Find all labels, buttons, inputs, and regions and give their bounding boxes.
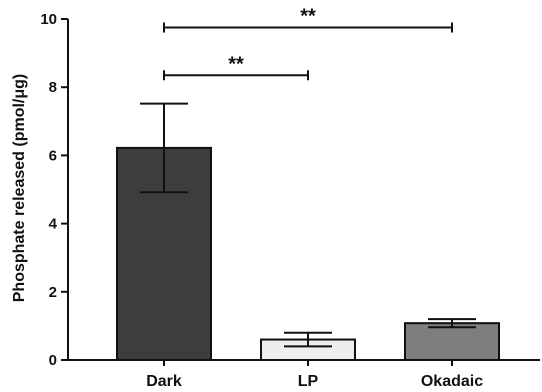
error-bar-dark: [140, 102, 188, 194]
significance-bracket-2: **: [163, 53, 309, 81]
significance-bracket-1: **: [163, 6, 453, 33]
x-axis: Dark LP Okadaic: [67, 359, 540, 390]
x-tick-label-lp: LP: [298, 373, 319, 390]
bar-okadaic: [404, 322, 500, 361]
x-tick-label-okadaic: Okadaic: [421, 373, 483, 390]
significance-brackets: ** **: [163, 6, 453, 81]
y-tick-label-8: 8: [49, 79, 57, 96]
error-bar-lp: [284, 331, 332, 348]
error-bar-okadaic: [428, 318, 476, 329]
y-tick-label-10: 10: [40, 11, 57, 28]
y-tick-label-6: 6: [49, 147, 57, 164]
significance-label: **: [300, 6, 316, 28]
x-tick-label-dark: Dark: [146, 373, 182, 390]
y-axis-title: Phosphate released (pmol/μg): [11, 74, 28, 303]
y-tick-label-2: 2: [49, 284, 57, 301]
significance-label: **: [228, 53, 244, 75]
y-tick-label-4: 4: [49, 216, 58, 233]
y-tick-label-0: 0: [49, 352, 57, 369]
error-bars: [140, 102, 476, 348]
y-axis: 0 2 4 6 8 10: [40, 11, 69, 369]
